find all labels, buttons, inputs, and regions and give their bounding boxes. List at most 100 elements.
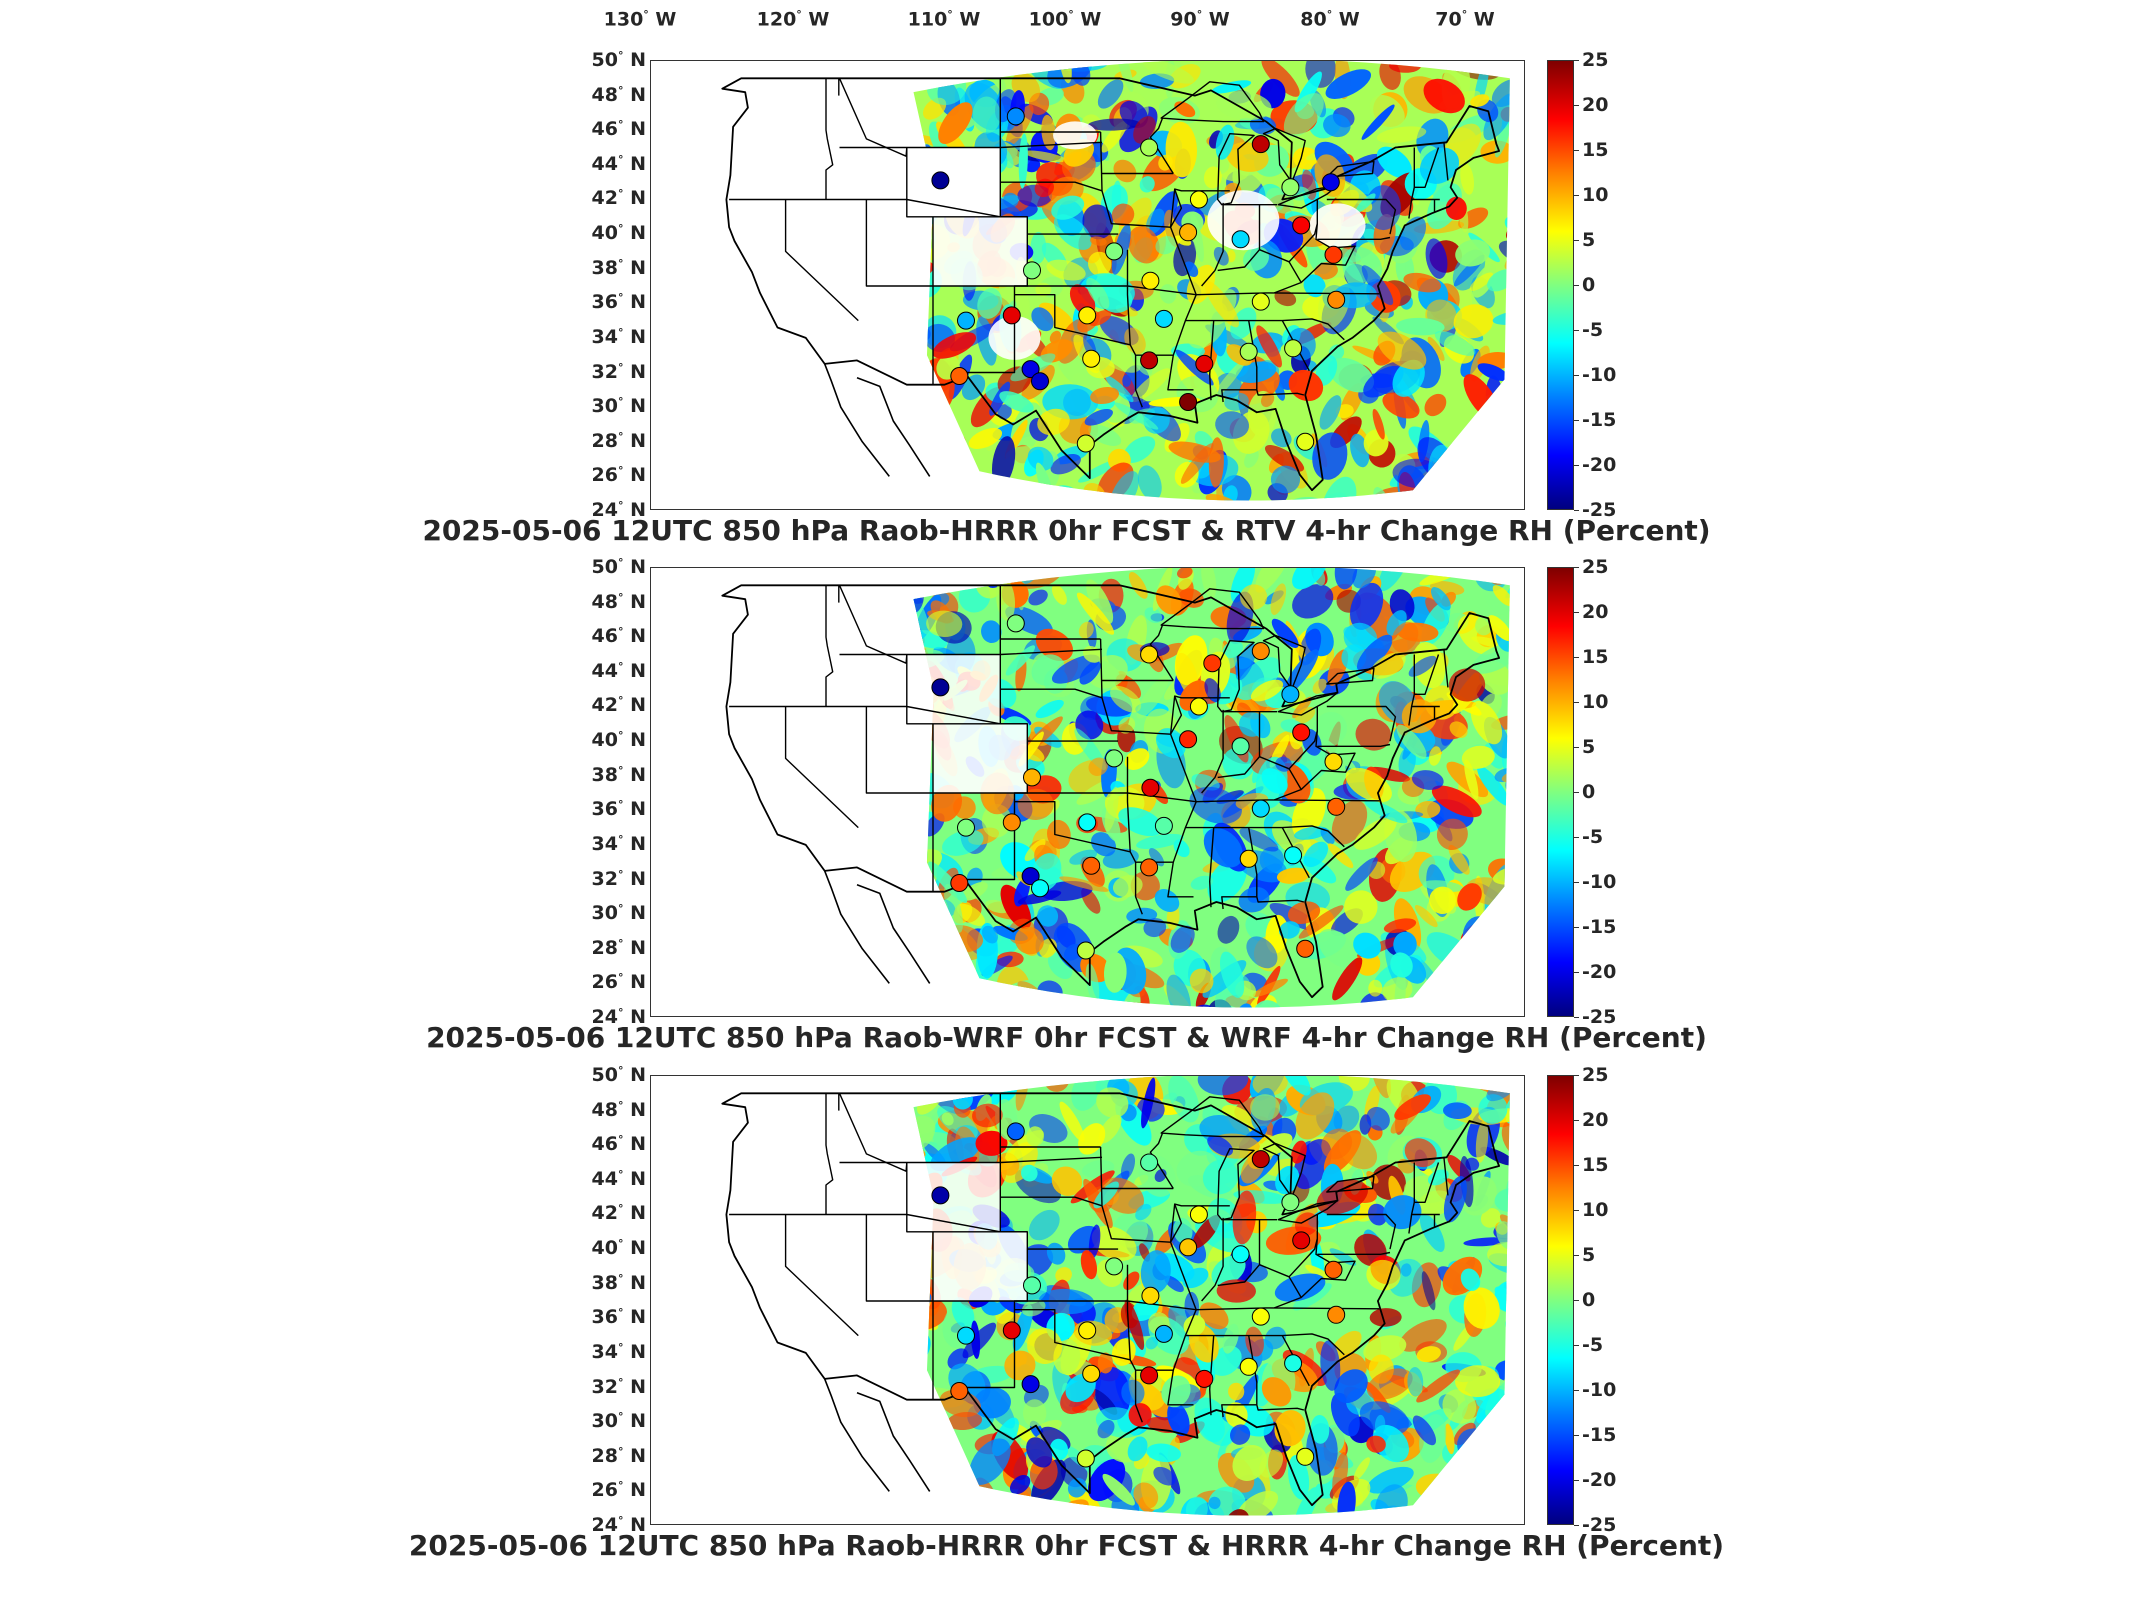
- lat-label-46n: 46° N: [591, 1133, 646, 1156]
- colorbar-tick: 15: [1573, 1154, 1609, 1176]
- lat-label-28n: 28° N: [591, 936, 646, 959]
- lake-outline-3: [1262, 127, 1306, 183]
- station-marker: [1292, 723, 1311, 742]
- lat-label-24n: 24° N: [591, 1513, 646, 1537]
- station-marker: [1251, 642, 1270, 661]
- rh-field: [913, 568, 1510, 1008]
- colorbar-ticks: 25 20 15 10 5 0 -5 -10 -15 -20 -25: [1573, 49, 1654, 521]
- sonora-coast: [856, 376, 931, 477]
- state-boundary-27: [1201, 1217, 1224, 1302]
- lake-outline-5: [1326, 667, 1375, 685]
- lat-label-40n: 40° N: [591, 221, 646, 245]
- station-marker: [1296, 939, 1315, 958]
- lat-label-24n: 24° N: [591, 498, 646, 522]
- station-marker: [1105, 1257, 1124, 1276]
- state-boundary-8: [838, 78, 908, 157]
- station-marker: [1179, 223, 1198, 242]
- colorbar-tick: -15: [1573, 916, 1617, 938]
- state-boundary-7: [839, 648, 1103, 656]
- lat-label-50n: 50° N: [591, 48, 646, 72]
- station-marker: [1292, 1231, 1311, 1250]
- station-marker: [1324, 1260, 1343, 1279]
- lat-label-44n: 44° N: [591, 659, 646, 683]
- lat-label-42n: 42° N: [591, 694, 646, 717]
- lat-label-40n: 40° N: [591, 1236, 646, 1260]
- lat-label-34n: 34° N: [591, 1340, 646, 1364]
- station-marker: [1002, 813, 1021, 832]
- colorbar-tick: 0: [1573, 1289, 1596, 1311]
- lon-label-80w: 80° W: [1300, 8, 1360, 31]
- state-boundary-34: [1274, 1296, 1302, 1309]
- station-marker: [1021, 1375, 1040, 1394]
- state-boundary-12: [1000, 1196, 1103, 1207]
- lat-label-28n: 28° N: [591, 1444, 646, 1467]
- state-boundary-27: [1201, 709, 1224, 794]
- station-marker: [1140, 645, 1159, 664]
- station-marker: [1141, 1286, 1160, 1305]
- station-marker: [1203, 654, 1222, 673]
- lat-label-48n: 48° N: [591, 1098, 646, 1121]
- lat-label-42n: 42° N: [591, 1202, 646, 1225]
- lat-label-50n: 50° N: [591, 555, 646, 579]
- state-boundary-12: [1000, 181, 1103, 192]
- map-panel-2: 50° N 48° N 46° N 44° N 42° N 40° N 38° N 36° N…: [0, 556, 2133, 1077]
- lake-outline-1: [1160, 1096, 1265, 1138]
- lake-outline-3: [1262, 634, 1306, 690]
- colorbar-tick: 25: [1573, 49, 1609, 71]
- station-marker: [957, 1326, 975, 1345]
- station-marker: [1076, 434, 1095, 453]
- state-boundary-31: [1317, 1251, 1391, 1255]
- station-marker: [1078, 1321, 1097, 1340]
- lat-label-44n: 44° N: [591, 152, 646, 176]
- station-marker: [1082, 856, 1101, 875]
- station-marker: [1179, 393, 1198, 411]
- station-marker: [1327, 1305, 1346, 1324]
- station-marker: [931, 1186, 950, 1205]
- state-boundary-3: [784, 1214, 859, 1337]
- colorbar-tick: -20: [1573, 454, 1617, 476]
- state-boundary-33: [1288, 223, 1356, 284]
- state-boundary-32: [1326, 198, 1397, 235]
- sonora-coast: [856, 883, 931, 984]
- station-marker: [1239, 849, 1258, 868]
- colorbar-tick: 25: [1573, 1064, 1609, 1086]
- state-boundary-32: [1326, 1213, 1397, 1250]
- lat-label-50n: 50° N: [591, 1063, 646, 1087]
- lat-label-28n: 28° N: [591, 429, 646, 452]
- state-boundary-1: [825, 585, 834, 707]
- state-boundary-25: [1256, 896, 1305, 903]
- lat-label-30n: 30° N: [591, 901, 646, 925]
- station-marker: [1154, 309, 1173, 328]
- state-boundary-3: [784, 199, 859, 322]
- state-boundary-4: [865, 706, 1028, 794]
- station-marker: [1281, 685, 1300, 704]
- state-boundary-5: [906, 654, 1028, 725]
- state-boundary-7: [839, 141, 1103, 149]
- state-boundary-20: [1134, 1370, 1143, 1423]
- station-marker: [1076, 941, 1095, 960]
- colorbar-tick: 15: [1573, 646, 1609, 668]
- station-marker: [1021, 360, 1040, 379]
- station-marker: [1189, 697, 1208, 716]
- state-boundary-32: [1326, 705, 1397, 742]
- station-marker: [1296, 1447, 1315, 1466]
- lat-label-30n: 30° N: [591, 394, 646, 418]
- station-marker: [1078, 813, 1097, 832]
- colorbar-tick: -10: [1573, 1379, 1617, 1401]
- state-boundary-22: [1185, 825, 1345, 848]
- state-boundary-35: [1408, 1162, 1415, 1234]
- station-marker: [1023, 768, 1041, 787]
- map-panel-3: 50° N 48° N 46° N 44° N 42° N 40° N 38° N 36° N…: [0, 1064, 2133, 1585]
- state-boundary-37: [1443, 142, 1449, 181]
- colorbar: [1547, 567, 1574, 1017]
- colorbar-ticks: 25 20 15 10 5 0 -5 -10 -15 -20 -25: [1573, 1064, 1654, 1536]
- state-boundary-28: [1217, 1219, 1261, 1287]
- lat-label-26n: 26° N: [591, 464, 646, 487]
- colorbar-tick: 20: [1573, 601, 1609, 623]
- lat-label-36n: 36° N: [591, 1306, 646, 1329]
- state-boundary-7: [839, 1156, 1103, 1164]
- lake-outline-5: [1326, 160, 1375, 178]
- colorbar-tick: 10: [1573, 1199, 1609, 1221]
- station-marker: [1154, 816, 1173, 835]
- lat-label-46n: 46° N: [591, 118, 646, 141]
